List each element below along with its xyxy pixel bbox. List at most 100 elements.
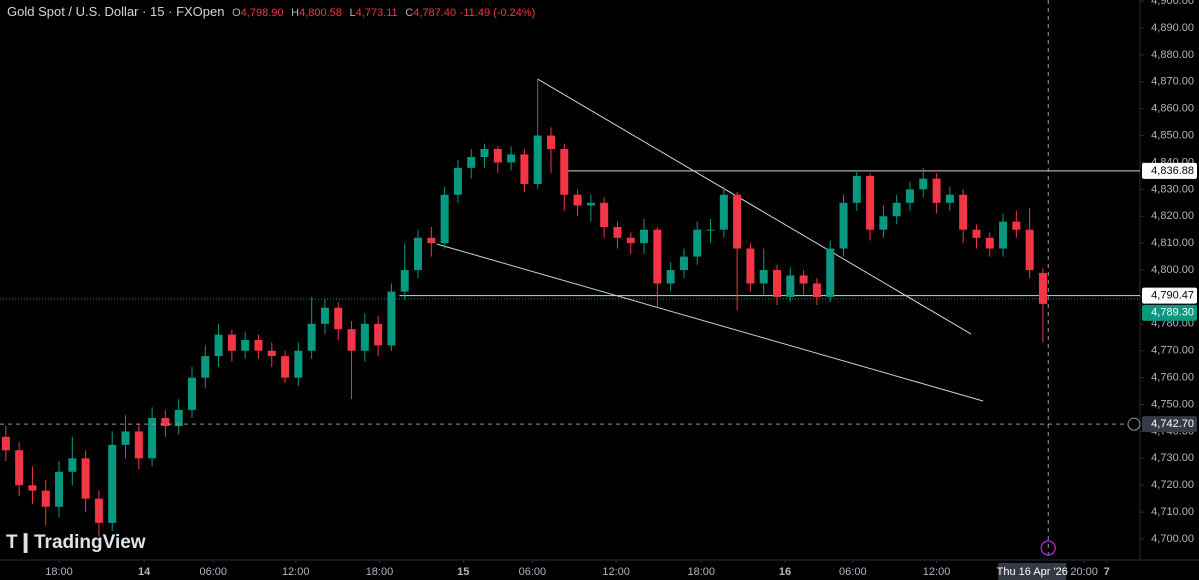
candle-body [374,323,383,346]
x-tick-label: 06:00 [839,566,867,578]
line-tag-label: 4,836.88 [1151,165,1194,177]
candle-body [985,237,994,249]
candle-body [28,485,37,491]
line-tag [1142,162,1197,179]
candle-body [773,270,782,297]
candle-body [294,350,303,378]
candle-body [41,490,50,507]
candle-body [121,431,130,445]
candle-body [679,256,688,271]
x-tick-label: 7 [1104,566,1110,578]
candle-body [1038,273,1047,304]
add-button [1127,417,1141,431]
candle-body [892,202,901,217]
line-tag-label: 4,790.47 [1151,290,1194,302]
candle-body [453,167,462,195]
x-tick-label: 12:00 [923,566,951,578]
legend: Gold Spot / U.S. Dollar · 15 · FXOpen O4… [7,4,535,19]
candle-body [307,323,316,351]
label: C [405,7,414,19]
candle-body [520,154,529,184]
candle-body [626,237,635,244]
candle-body [467,157,476,168]
value: 4,787.40 [413,7,457,19]
crosshair-tag-label: 4,742.70 [1151,418,1194,430]
candle-body [932,178,941,203]
x-tick-label: 14 [138,566,151,578]
candle-body [1,436,10,451]
candle-body [227,334,236,351]
candle-body [161,417,170,427]
x-tick-label: 20:00 [1070,566,1098,578]
crosshair-tag [1142,416,1197,433]
candle-body [55,471,64,507]
symbol[interactable]: Gold Spot / U.S. Dollar · 15 · FXOpen [7,4,225,19]
label: O [232,7,241,19]
candle-body [480,149,489,158]
candle-body [866,175,875,230]
candle-body [1012,221,1021,230]
candle-body [414,237,423,271]
candle-body [68,458,77,472]
x-tick-label: 06:00 [200,566,228,578]
value: 4,800.58 [299,7,342,19]
last-price-tag-label: 4,789.30 [1151,307,1194,319]
x-tick-label: 18:00 [45,566,73,578]
logo: T❙ [6,532,34,553]
candle-body [839,202,848,249]
candle-body [905,189,914,203]
candle-body [320,307,329,324]
candle-body [81,458,90,499]
candle-body [1025,229,1034,271]
x-tick-label: 12:00 [282,566,310,578]
candle-body [826,248,835,297]
candle-body [573,194,582,206]
candle-body [959,194,968,230]
y-tick-label: 4,860.00 [1151,103,1194,115]
candle-body [94,498,103,523]
y-tick-label: 4,850.00 [1151,129,1194,141]
y-tick-label: 4,800.00 [1151,264,1194,276]
candle-body [919,178,928,190]
y-tick-label: 4,770.00 [1151,345,1194,357]
candle-body [733,194,742,249]
candle-body [812,283,821,297]
candle-body [387,291,396,346]
candle-body [600,202,609,228]
candle-body [493,149,502,163]
candle-body [360,323,369,351]
candle-body [15,450,24,486]
candle-body [719,194,728,230]
candle-body [174,409,183,427]
y-tick-label: 4,890.00 [1151,22,1194,34]
candle-body [241,339,250,351]
candle-body [546,135,555,150]
x-tick-label: 16 [779,566,791,578]
candle-body [706,229,715,231]
candle-body [440,194,449,244]
y-tick-label: 4,760.00 [1151,372,1194,384]
candle-body [507,154,516,163]
candle-body [560,149,569,195]
x-tick-label: 06:00 [519,566,547,578]
candle-body [148,417,157,459]
crosshair-x-label: Thu 16 Apr '26 [997,566,1068,578]
x-tick-label: 18:00 [687,566,715,578]
candle-body [586,202,595,206]
candle-body [999,221,1008,249]
y-tick-label: 4,710.00 [1151,506,1194,518]
value: 4,798.90 [240,7,284,19]
candle-body [187,377,196,410]
candle-body [267,350,276,357]
candle-body [799,275,808,284]
x-tick-label: 18:00 [366,566,394,578]
y-tick-label: 4,720.00 [1151,479,1194,491]
candle-body [254,339,263,351]
candle-body [640,229,649,244]
candle-body [879,216,888,230]
candle-body [214,334,223,357]
candle-body [613,227,622,238]
candle-body [945,194,954,203]
y-tick-label: 4,810.00 [1151,237,1194,249]
y-tick-label: 4,870.00 [1151,76,1194,88]
